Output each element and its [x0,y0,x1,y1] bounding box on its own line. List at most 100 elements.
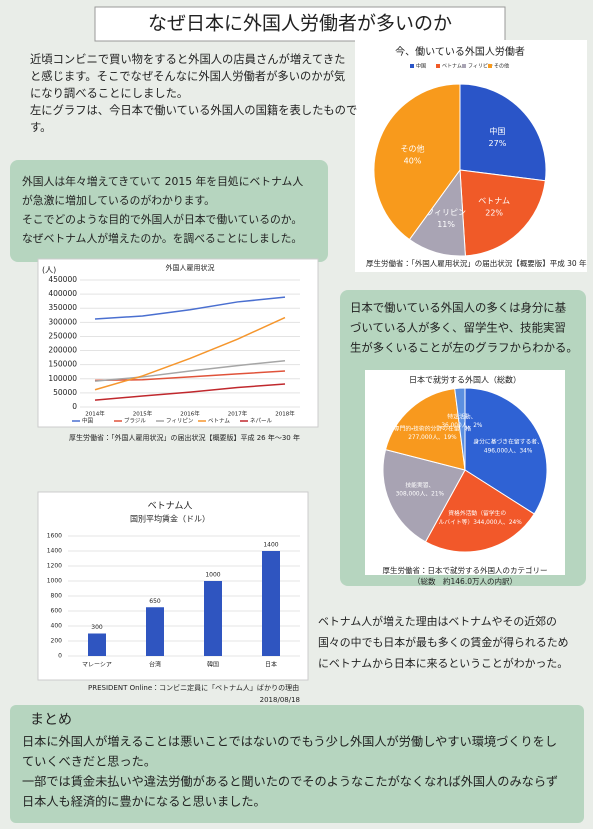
slice-label: 専門的・技術的分野の在留資格 [394,425,472,433]
line-panel [37,258,319,428]
bar-value-label: 1000 [205,572,220,579]
text-line: 近頃コンビニで買い物をすると外国人の店員さんが増えてきた [30,52,345,66]
x-tick-label: 2016年 [180,410,200,418]
y-tick-label: 1200 [47,563,62,570]
x-tick-label: 台湾 [149,661,161,669]
chart-title: 今、働いている外国人労働者 [395,45,525,58]
text-line: 左にグラフは、今日本で働いている外国人の国籍を表したもので [30,103,357,117]
y-tick-label: 250000 [48,331,77,340]
x-tick-label: 2015年 [133,410,153,418]
slice-value-label: アルバイト等）344,000人、24% [433,518,522,526]
y-tick-label: 400000 [48,289,77,298]
text-line: す。 [30,121,51,134]
line-series [94,316,286,391]
legend-label: フィリピン [468,64,493,70]
bar-value-label: 650 [149,598,161,605]
y-tick-label: 350000 [48,303,77,312]
slice-value-label: 27% [489,139,507,148]
chart-title: 日本で就労する外国人（総数） [409,375,521,385]
legend-swatch [436,64,440,68]
pie-slice [459,83,547,182]
bar [88,633,106,656]
x-tick-label: 日本 [265,661,277,669]
source: （総数 約146.0万人の内訳） [413,576,517,586]
legend-label: ブラジル [124,417,146,425]
text-line: と感じます。そこでなぜそんなに外国人労働者が多いのかが気 [30,69,345,83]
slice-value-label: 496,000人、34% [484,447,533,454]
pie-slice [384,388,466,471]
y-tick-label: 150000 [48,360,77,369]
y-tick-label: 600 [51,608,63,615]
pie-slice [373,83,461,241]
source: 厚生労働省：日本で就労する外国人のカテゴリー [383,565,548,575]
bar [204,581,222,656]
legend-label: ネパール [250,418,273,425]
source: 2018/08/18 [260,696,300,704]
x-tick-label: 2017年 [228,410,248,418]
source: 厚生労働省：「外国人雇用状況」の届出状況【概要版】平成 30 年 [366,258,587,268]
x-tick-label: 2014年 [85,410,105,418]
text-line: そこでどのような目的で外国人が日本で働いているのか。 [22,212,302,226]
slice-value-label: 36,000人、2% [441,422,483,429]
text-line: になり調べることにしました。 [30,87,188,100]
pie-slice [459,169,546,257]
axis-label: (人) [42,266,56,275]
slice-label: 中国 [489,126,505,136]
y-tick-label: 0 [72,402,77,411]
text-line: にベトナムから日本に来るということがわかった。 [318,656,568,670]
y-tick-label: 300000 [48,317,77,326]
summary-heading: まとめ [30,712,72,728]
slice-label: ベトナム [478,196,510,205]
bar [262,551,280,656]
source: 厚生労働省：「外国人雇用状況」の届出状況【概要版】平成 26 年〜30 年 [69,433,300,442]
text-line: なぜベトナム人が増えたのか。を調べることにしました。 [22,231,302,245]
slice-value-label: 40% [404,156,422,165]
line-series [94,296,286,320]
legend-swatch [410,64,414,68]
chart-title: 外国人雇用状況 [166,263,215,272]
text-line: づいている人が多く、留学生や、技能実習 [350,321,566,335]
source: PRESIDENT Online：コンビニ定員に「ベトナム人」ばかりの理由 [88,683,299,692]
text-line: 生が多くいることが左のグラフからわかる。 [350,341,578,355]
y-tick-label: 200000 [48,346,77,355]
text-line: ベトナム人が増えた理由はベトナムやその近郊の [318,614,557,628]
slice-label: その他 [401,143,425,153]
y-tick-label: 1000 [47,578,62,585]
legend-label: ベトナム [208,418,230,425]
title: なぜ日本に外国人労働者が多いのか [148,13,452,35]
pie-slice [454,387,466,471]
y-tick-label: 800 [51,593,63,600]
text-line: が急激に増加しているのがわかります。 [22,193,215,207]
slice-label: 技能実習、 [405,481,434,489]
slice-value-label: 308,000人、21% [396,491,445,498]
slice-value-label: 277,000人、19% [408,434,457,441]
x-tick-label: マレーシア [82,662,112,669]
text-line: 日本に外国人が増えることは悪いことではないのでもう少し外国人が労働しやすい環境づ… [22,734,557,749]
text-line: 一部では賃金未払いや違法労働があると聞いたのでそのようなこたがなくなれば外国人の… [22,774,558,789]
green-box [10,705,584,823]
y-tick-label: 450000 [48,275,77,284]
legend-swatch [488,64,492,68]
x-tick-label: 韓国 [207,661,219,669]
y-tick-label: 400 [51,623,63,630]
pie-slice [382,448,466,543]
legend-label: 中国 [416,63,426,70]
bar [146,607,164,656]
line-series [94,359,286,382]
legend-swatch [462,64,466,68]
x-tick-label: 2018年 [275,410,295,418]
text-line: 国々の中でも日本が最も多くの賃金が得られるため [318,635,569,649]
chart-subtitle: 国別平均賃金（ドル） [130,514,210,524]
slice-value-label: 11% [437,220,455,229]
slice-value-label: 22% [485,208,503,217]
bar-value-label: 1400 [263,542,278,549]
text-line: 外国人は年々増えてきていて 2015 年を目処にベトナム人 [22,174,303,188]
pie-slice [424,469,535,553]
green-box [10,160,328,262]
text-line: ていくべきだと思った。 [22,755,156,769]
text-line: 日本人も経済的に豊かになると思いました。 [22,794,266,809]
y-tick-label: 50000 [53,388,77,397]
slice-label: フィリピン [426,208,466,217]
slice-label: 資格外活動（留学生の [448,509,506,517]
